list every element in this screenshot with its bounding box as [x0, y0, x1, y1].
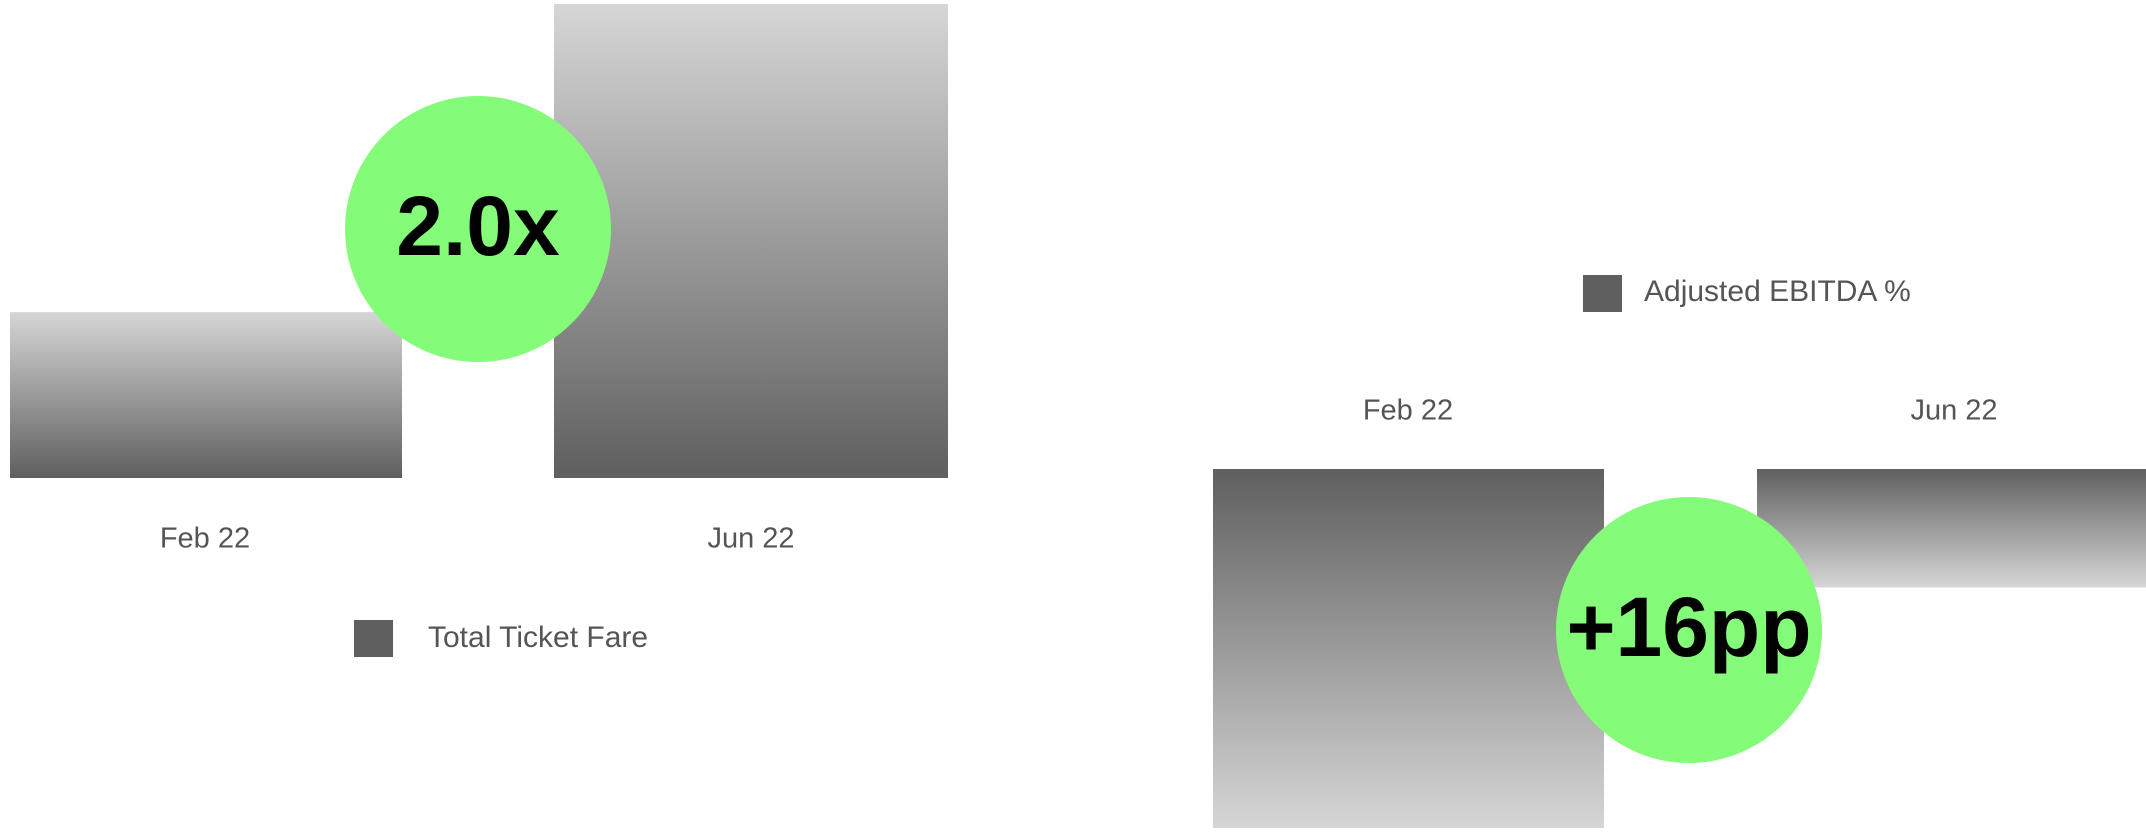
annotation-badge — [345, 96, 611, 362]
annotation: +16pp — [1566, 580, 1811, 674]
legend-label: Total Ticket Fare — [428, 621, 648, 654]
bar — [554, 4, 948, 478]
category-label: Jun 22 — [1910, 395, 1997, 427]
annotation-badge — [1556, 497, 1822, 763]
bar — [1757, 469, 2146, 588]
legend-swatch — [1583, 275, 1622, 312]
category-label: Feb 22 — [1363, 395, 1453, 427]
bar — [1213, 469, 1604, 828]
bar — [10, 312, 402, 478]
annotation: 2.0x — [396, 179, 560, 273]
category-label: Feb 22 — [160, 523, 250, 555]
legend-label: Adjusted EBITDA % — [1644, 275, 1911, 308]
legend-swatch — [354, 620, 393, 657]
category-label: Jun 22 — [707, 523, 794, 555]
